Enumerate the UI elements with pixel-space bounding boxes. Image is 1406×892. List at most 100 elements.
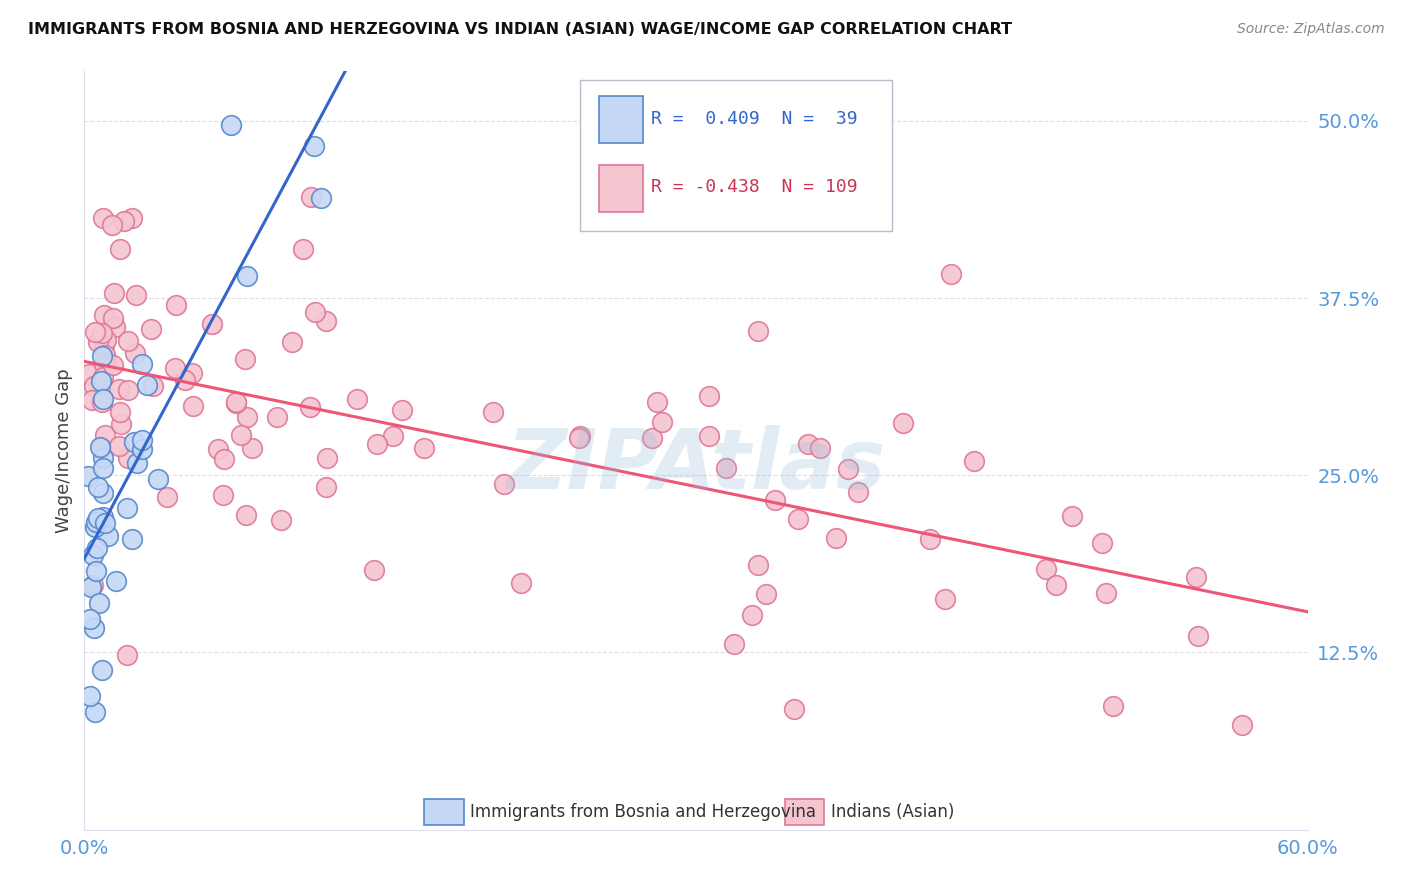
Text: ZIPAtlas: ZIPAtlas: [506, 425, 886, 506]
Point: [163, 361, 186, 376]
Text: Source: ZipAtlas.com: Source: ZipAtlas.com: [1237, 22, 1385, 37]
Point: [240, 441, 263, 455]
Point: [117, 334, 139, 349]
Point: [212, 452, 235, 467]
Point: [697, 389, 720, 403]
Point: [891, 416, 914, 430]
Point: [91, 486, 114, 500]
Point: [363, 563, 385, 577]
Point: [84, 516, 107, 530]
Point: [90, 374, 112, 388]
Text: Immigrants from Bosnia and Herzegovina: Immigrants from Bosnia and Herzegovina: [470, 803, 815, 822]
Point: [91, 451, 114, 466]
Point: [797, 437, 820, 451]
Point: [225, 395, 247, 409]
Point: [236, 409, 259, 424]
Point: [104, 574, 127, 588]
Point: [84, 705, 107, 719]
Point: [233, 351, 256, 366]
Point: [104, 319, 127, 334]
Point: [117, 384, 139, 398]
Point: [90, 663, 112, 677]
Point: [808, 441, 831, 455]
Point: [174, 373, 197, 387]
Point: [1187, 629, 1209, 643]
Point: [79, 612, 101, 626]
Point: [94, 348, 117, 362]
Point: [91, 460, 114, 475]
Point: [100, 219, 122, 233]
Point: [91, 211, 114, 225]
FancyBboxPatch shape: [425, 799, 464, 825]
Point: [165, 298, 187, 312]
Point: [107, 439, 129, 453]
Point: [381, 429, 404, 443]
Point: [124, 345, 146, 359]
Point: [83, 621, 105, 635]
Point: [91, 349, 114, 363]
Point: [94, 333, 117, 347]
Point: [131, 357, 153, 371]
Point: [117, 451, 139, 466]
Point: [93, 308, 115, 322]
Point: [83, 379, 105, 393]
Point: [225, 394, 247, 409]
Point: [963, 453, 986, 467]
Point: [91, 392, 114, 406]
Point: [747, 324, 769, 338]
Point: [645, 395, 668, 409]
Point: [115, 648, 138, 662]
Point: [93, 357, 115, 371]
Point: [103, 358, 125, 372]
Point: [391, 403, 413, 417]
Point: [108, 382, 131, 396]
Point: [298, 401, 321, 415]
Point: [87, 596, 110, 610]
Point: [94, 428, 117, 442]
Point: [110, 242, 132, 256]
Point: [481, 404, 503, 418]
Point: [304, 305, 326, 319]
Point: [122, 434, 145, 449]
Point: [80, 392, 103, 407]
Point: [569, 428, 592, 442]
Point: [103, 311, 125, 326]
Text: IMMIGRANTS FROM BOSNIA AND HERZEGOVINA VS INDIAN (ASIAN) WAGE/INCOME GAP CORRELA: IMMIGRANTS FROM BOSNIA AND HERZEGOVINA V…: [28, 22, 1012, 37]
Point: [91, 369, 114, 384]
Point: [131, 433, 153, 447]
Point: [84, 564, 107, 578]
Point: [1091, 535, 1114, 549]
Point: [1230, 718, 1253, 732]
Point: [824, 532, 846, 546]
Text: Indians (Asian): Indians (Asian): [831, 803, 953, 822]
Point: [219, 118, 242, 132]
Point: [94, 516, 117, 531]
Point: [77, 367, 100, 381]
Point: [87, 511, 110, 525]
Point: [266, 410, 288, 425]
Point: [783, 702, 806, 716]
Point: [87, 335, 110, 350]
Point: [97, 529, 120, 543]
Text: R =  0.409  N =  39: R = 0.409 N = 39: [651, 110, 858, 128]
Point: [146, 472, 169, 486]
Point: [848, 484, 870, 499]
Point: [86, 541, 108, 556]
Point: [82, 578, 104, 592]
Point: [315, 480, 337, 494]
Point: [280, 334, 302, 349]
Point: [315, 313, 337, 327]
Point: [110, 417, 132, 432]
Point: [231, 427, 253, 442]
Point: [121, 533, 143, 547]
Point: [299, 190, 322, 204]
Point: [79, 689, 101, 703]
Point: [723, 637, 745, 651]
Point: [121, 211, 143, 226]
Point: [412, 442, 434, 456]
Point: [90, 442, 112, 456]
Point: [112, 214, 135, 228]
Point: [103, 286, 125, 301]
Point: [80, 581, 103, 595]
Point: [131, 442, 153, 457]
